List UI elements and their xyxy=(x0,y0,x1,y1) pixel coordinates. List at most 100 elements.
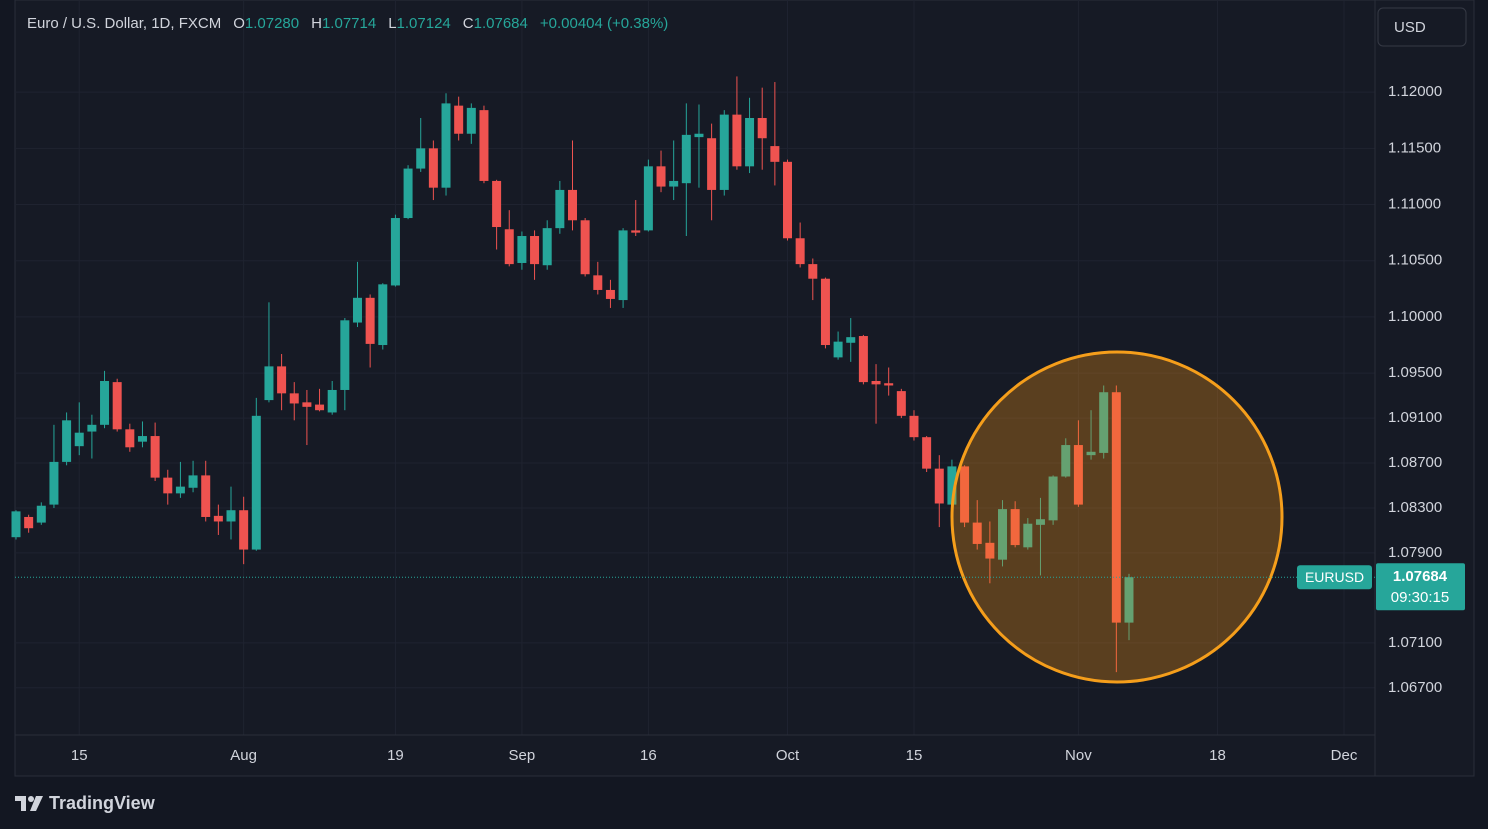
candle-body xyxy=(871,380,881,385)
candle-body xyxy=(125,429,135,448)
y-tick-label: 1.11500 xyxy=(1388,139,1441,156)
candle-body xyxy=(1035,519,1045,525)
candle-body xyxy=(985,542,995,559)
candle-body xyxy=(947,466,957,505)
candle-body xyxy=(618,230,628,301)
candle-body xyxy=(1086,451,1096,456)
y-tick-label: 1.06700 xyxy=(1388,679,1442,696)
candle-body xyxy=(694,133,704,138)
symbol-tag-label: EURUSD xyxy=(1305,569,1364,585)
candle-body xyxy=(352,297,362,323)
candle-body xyxy=(36,505,46,523)
candle-body xyxy=(289,393,299,404)
candle-body xyxy=(428,148,438,188)
candle-body xyxy=(100,380,110,425)
ohlc-label: H xyxy=(311,15,322,32)
candle-body xyxy=(580,220,590,275)
candle-body xyxy=(1073,445,1083,505)
candle-body xyxy=(277,366,287,394)
candle-body xyxy=(479,110,489,181)
x-tick-label: 19 xyxy=(387,747,404,764)
x-tick-label: Oct xyxy=(776,747,800,764)
candle-body xyxy=(770,146,780,162)
ohlc-c: C1.07684 xyxy=(463,15,528,32)
candle-body xyxy=(74,432,84,447)
y-tick-label: 1.07900 xyxy=(1388,544,1442,561)
candle-body xyxy=(631,230,641,233)
candle-body xyxy=(264,366,274,401)
candle-body xyxy=(1010,509,1020,546)
y-tick-label: 1.09500 xyxy=(1388,364,1442,381)
candle-body xyxy=(681,134,691,184)
ohlc-label: C xyxy=(462,15,474,32)
candle-body xyxy=(390,218,400,286)
candle-body xyxy=(340,320,350,390)
price-tag-label: 1.07684 xyxy=(1393,568,1448,585)
candle-body xyxy=(403,168,413,219)
candle-body xyxy=(972,522,982,544)
symbol-tag xyxy=(1297,565,1372,590)
x-tick-label: 15 xyxy=(71,747,88,764)
countdown: 09:30:15 xyxy=(1391,589,1449,606)
candle-body xyxy=(188,475,198,488)
candle-body xyxy=(795,238,805,265)
logo-icon xyxy=(15,796,43,811)
candle-body xyxy=(858,336,868,383)
candle-body xyxy=(656,166,666,187)
candle-body xyxy=(466,107,476,134)
candle-body xyxy=(517,236,527,263)
candle-body xyxy=(960,466,970,523)
logo-shape xyxy=(30,796,43,811)
candle-body xyxy=(542,228,552,266)
symbol-title: Euro / U.S. Dollar, 1D, FXCM xyxy=(27,15,222,32)
candle-body xyxy=(732,114,742,167)
x-tick-label: Nov xyxy=(1065,747,1092,764)
ohlc-label: L xyxy=(388,15,397,32)
ohlc-l: L1.07124 xyxy=(388,15,451,32)
price-tag xyxy=(1376,563,1465,611)
candle-body xyxy=(669,180,679,187)
x-tick-label: 16 xyxy=(640,747,657,764)
x-tick-label: Aug xyxy=(230,747,257,764)
chart-panel xyxy=(14,0,1475,777)
ohlc-value: 1.07714 xyxy=(321,15,377,32)
candle-body xyxy=(783,161,793,239)
candle-body xyxy=(909,415,919,438)
currency-label[interactable]: USD xyxy=(1394,19,1426,36)
candle-body xyxy=(327,389,337,413)
candle-body xyxy=(24,516,34,529)
ohlc-value: 1.07684 xyxy=(473,15,528,32)
candle-body xyxy=(1048,476,1058,521)
candle-body xyxy=(1099,392,1109,453)
candle-body xyxy=(137,436,147,442)
currency-button[interactable] xyxy=(1377,7,1467,47)
ohlc-value: 1.07124 xyxy=(396,15,451,32)
candle-body xyxy=(719,114,729,190)
candle-body xyxy=(998,509,1008,560)
ohlc-h: H1.07714 xyxy=(311,15,376,32)
candle-body xyxy=(808,264,818,279)
candle-body xyxy=(757,118,767,139)
x-tick-label: Dec xyxy=(1331,747,1358,764)
y-tick-label: 1.07100 xyxy=(1388,634,1442,651)
logo-shape xyxy=(15,796,26,811)
candle-body xyxy=(302,402,312,407)
candle-body xyxy=(745,118,755,167)
highlight-circle xyxy=(950,350,1284,684)
y-tick-label: 1.11000 xyxy=(1388,196,1441,213)
y-tick-label: 1.09100 xyxy=(1388,409,1442,426)
candle-body xyxy=(605,289,615,299)
x-tick-label: Sep xyxy=(509,747,536,764)
candle-body xyxy=(643,166,653,231)
y-tick-label: 1.10000 xyxy=(1388,308,1442,325)
candle-body xyxy=(934,468,944,504)
candle-body xyxy=(1111,392,1121,623)
candle-body xyxy=(112,382,122,430)
candle-body xyxy=(492,180,502,228)
candle-body xyxy=(416,148,426,169)
candle-body xyxy=(315,404,325,411)
candle-body xyxy=(150,436,160,478)
candle-body xyxy=(884,383,894,386)
candles xyxy=(11,76,1134,673)
